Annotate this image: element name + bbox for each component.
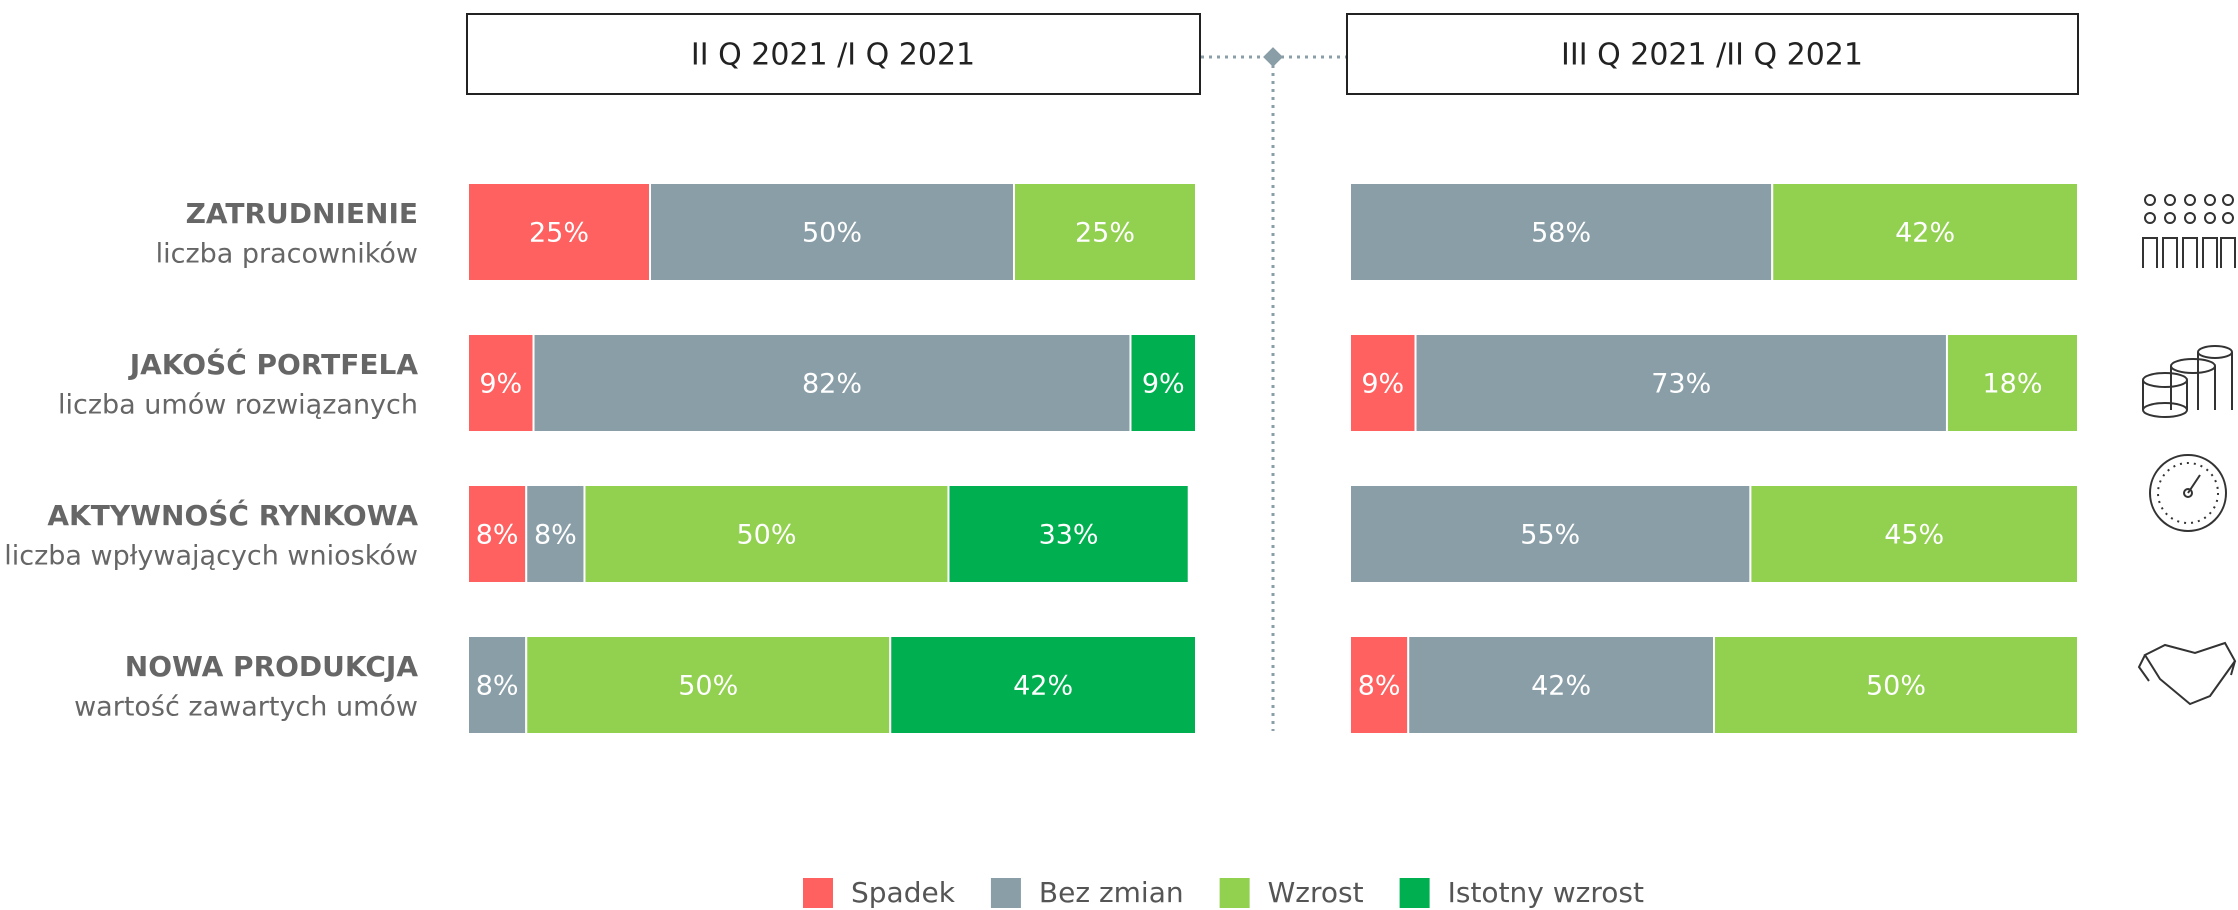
bar-segment	[583, 484, 950, 584]
icon-coins	[2142, 345, 2233, 418]
data-label: 50%	[1866, 671, 1926, 702]
legend-label: Wzrost	[1268, 876, 1364, 909]
bar-segment	[1771, 182, 2079, 282]
data-label: 58%	[1531, 218, 1591, 249]
data-label: 9%	[479, 369, 522, 400]
bar-segment	[1749, 484, 2080, 584]
bar-segment	[1349, 182, 1774, 282]
bar-segment	[1129, 333, 1197, 433]
data-label: 42%	[1531, 671, 1591, 702]
data-label: 50%	[802, 218, 862, 249]
bar-segment	[947, 484, 1190, 584]
data-label: 25%	[529, 218, 589, 249]
category-subtitle: wartość zawartych umów	[74, 692, 418, 723]
bar-segment	[1013, 182, 1197, 282]
data-label: 82%	[802, 369, 862, 400]
connector-diamond	[1263, 47, 1283, 67]
data-label: 9%	[1142, 369, 1185, 400]
legend-swatch	[1399, 878, 1430, 908]
data-label: 25%	[1075, 218, 1135, 249]
legend-swatch	[990, 878, 1021, 908]
category-label: ZATRUDNIENIE	[186, 197, 418, 230]
legend-label: Istotny wzrost	[1448, 876, 1644, 909]
data-label: 8%	[476, 520, 519, 551]
data-label: 8%	[476, 671, 519, 702]
bar-segment	[1945, 333, 2079, 433]
category-label: NOWA PRODUKCJA	[125, 650, 419, 683]
chart-title: II Q 2021 /I Q 2021	[691, 38, 975, 73]
bar-segment	[525, 635, 892, 735]
data-label: 8%	[534, 520, 577, 551]
data-label: 33%	[1039, 520, 1099, 551]
bar-segment	[467, 635, 528, 735]
data-label: 18%	[1982, 369, 2042, 400]
bar-segment	[1407, 635, 1715, 735]
data-label: 45%	[1884, 520, 1944, 551]
category-subtitle: liczba umów rozwiązanych	[58, 390, 418, 421]
data-label: 9%	[1361, 369, 1404, 400]
bar-segment	[532, 333, 1132, 433]
bar-segment	[525, 484, 586, 584]
icon-people	[2142, 194, 2236, 268]
bar-segment	[1414, 333, 1948, 433]
category-subtitle: liczba wpływających wniosków	[4, 541, 418, 572]
bar-segment	[1349, 484, 1752, 584]
data-label: 42%	[1013, 671, 1073, 702]
data-label: 50%	[678, 671, 738, 702]
legend-swatch	[803, 878, 833, 908]
data-label: 8%	[1358, 671, 1401, 702]
data-label: 55%	[1520, 520, 1580, 551]
category-label: JAKOŚĆ PORTFELA	[128, 347, 419, 381]
bar-segment	[1713, 635, 2079, 735]
bar-segment	[1349, 635, 1410, 735]
icon-handshake	[2137, 641, 2237, 706]
header-box	[466, 13, 1201, 95]
category-label: AKTYWNOŚĆ RYNKOWA	[47, 498, 418, 532]
header-box	[1346, 13, 2079, 95]
bar-segment	[1349, 333, 1417, 433]
data-label: 73%	[1651, 369, 1711, 400]
data-label: 42%	[1895, 218, 1955, 249]
category-subtitle: liczba pracowników	[156, 239, 418, 270]
bar-segment	[467, 484, 528, 584]
data-label: 50%	[736, 520, 796, 551]
legend-label: Bez zmian	[1039, 876, 1184, 909]
bar-segment	[889, 635, 1197, 735]
icon-gauge	[2149, 454, 2227, 532]
legend-label: Spadek	[851, 876, 956, 909]
chart-title: III Q 2021 /II Q 2021	[1561, 38, 1863, 73]
legend-swatch	[1219, 878, 1250, 908]
